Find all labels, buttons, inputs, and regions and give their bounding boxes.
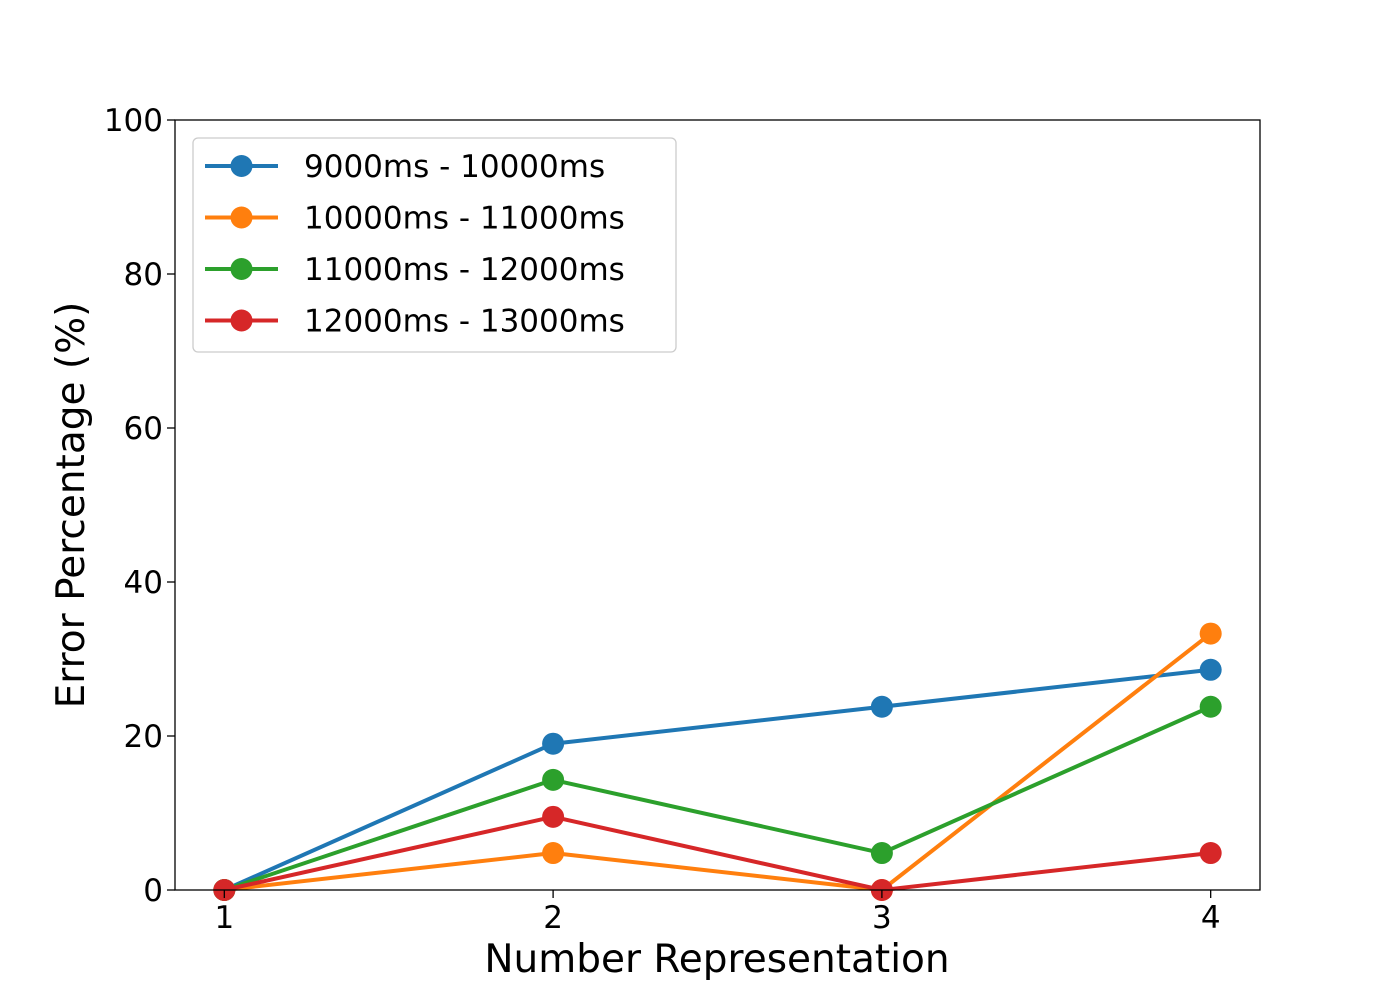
legend-entry-2: 10000ms - 11000ms xyxy=(205,201,625,237)
data-point xyxy=(1199,622,1222,645)
x-tick-label: 3 xyxy=(872,900,892,936)
legend-label: 11000ms - 12000ms xyxy=(304,252,625,288)
series-line xyxy=(224,632,1212,892)
y-tick-label: 0 xyxy=(143,873,163,909)
series-line xyxy=(223,814,1211,892)
legend-label: 9000ms - 10000ms xyxy=(304,149,605,185)
data-point xyxy=(870,842,893,865)
series-1 xyxy=(213,658,1222,901)
series-line xyxy=(223,704,1212,892)
y-tick-label: 20 xyxy=(124,719,163,755)
legend-marker xyxy=(230,258,253,280)
y-tick-label: 100 xyxy=(104,103,163,139)
data-point xyxy=(1199,842,1222,865)
plot-area xyxy=(213,622,1222,901)
data-point xyxy=(542,768,565,791)
x-tick-label: 2 xyxy=(543,900,563,936)
legend-marker xyxy=(230,309,253,332)
series-4 xyxy=(213,805,1222,901)
x-tick-label: 1 xyxy=(214,900,234,936)
data-point xyxy=(870,695,893,718)
data-point xyxy=(542,842,565,865)
legend: 9000ms - 10000ms 10000ms - 11000ms 11000ms… xyxy=(192,137,677,353)
x-axis-label: Number Representation xyxy=(484,937,949,982)
legend-entry-4: 12000ms - 13000ms xyxy=(205,304,625,340)
y-axis-label: Error Percentage (%) xyxy=(49,302,94,709)
data-point xyxy=(542,732,565,755)
legend-entry-3: 11000ms - 12000ms xyxy=(205,252,625,288)
x-tick-label: 4 xyxy=(1201,900,1221,936)
legend-label: 10000ms - 11000ms xyxy=(304,201,625,237)
y-tick-label: 40 xyxy=(124,565,163,601)
legend-box xyxy=(192,137,677,353)
legend-entry-1: 9000ms - 10000ms xyxy=(205,149,605,185)
y-tick-label: 80 xyxy=(124,257,163,293)
axes-frame xyxy=(174,119,1261,891)
legend-marker xyxy=(230,155,253,177)
legend-marker xyxy=(230,206,253,229)
legend-label: 12000ms - 13000ms xyxy=(304,304,625,340)
data-point xyxy=(542,805,565,828)
data-point xyxy=(1199,658,1222,681)
data-point xyxy=(1199,695,1222,718)
y-tick-label: 60 xyxy=(124,411,163,447)
series-line xyxy=(223,667,1211,892)
